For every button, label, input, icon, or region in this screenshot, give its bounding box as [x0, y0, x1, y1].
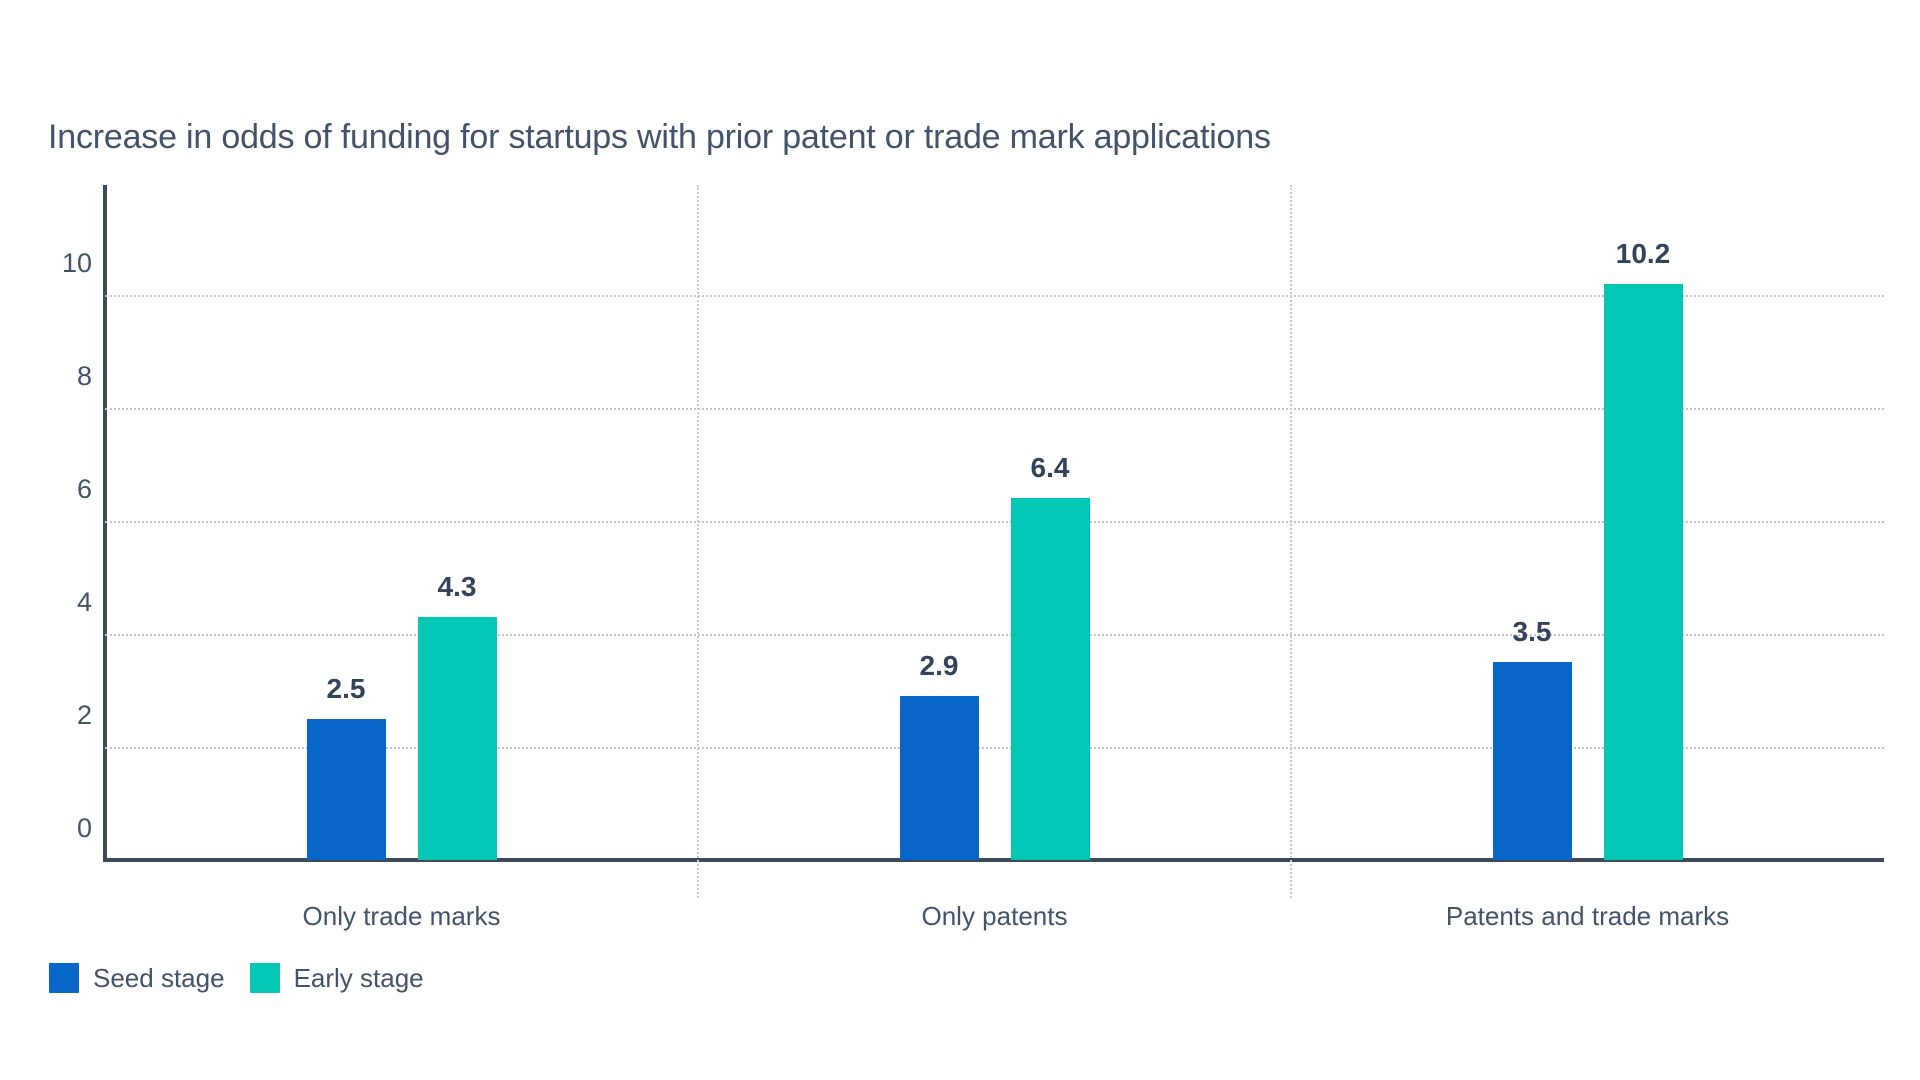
legend-item-early-stage[interactable]: Early stage	[249, 963, 424, 993]
h-gridline-10	[105, 295, 1884, 297]
y-axis-line	[103, 185, 107, 862]
bar-value-label-early-stage-only-patents: 6.4	[1030, 452, 1070, 483]
legend-label-seed-stage: Seed stage	[93, 963, 225, 993]
x-axis-category-label-only-patents: Only patents	[921, 901, 1068, 931]
y-axis-tick-label-4: 4	[76, 587, 92, 617]
y-axis-tick-label-10: 10	[61, 248, 92, 278]
y-axis-tick-label-0: 0	[76, 813, 92, 843]
y-axis-tick-label-6: 6	[76, 474, 92, 504]
chart-title: Increase in odds of funding for startups…	[48, 118, 1271, 156]
bar-seed-stage-only-trade-marks[interactable]	[306, 719, 386, 860]
h-gridline-2	[105, 747, 1884, 749]
legend-item-seed-stage[interactable]: Seed stage	[49, 963, 225, 993]
y-axis-tick-label-8: 8	[76, 361, 92, 391]
bar-value-label-seed-stage-only-trade-marks: 2.5	[326, 673, 366, 704]
bar-value-label-seed-stage-patents-and-trade-marks: 3.5	[1512, 616, 1552, 647]
bar-value-label-seed-stage-only-patents: 2.9	[919, 650, 959, 681]
x-axis-category-label-only-trade-marks: Only trade marks	[302, 901, 501, 931]
bar-early-stage-only-trade-marks[interactable]	[417, 617, 497, 860]
bar-seed-stage-only-patents[interactable]	[899, 696, 979, 860]
legend-label-early-stage: Early stage	[293, 963, 424, 993]
bar-value-label-early-stage-only-trade-marks: 4.3	[437, 571, 477, 602]
y-axis-tick-label-2: 2	[76, 700, 92, 730]
h-gridline-4	[105, 634, 1884, 636]
h-gridline-6	[105, 521, 1884, 523]
bar-seed-stage-patents-and-trade-marks[interactable]	[1492, 662, 1572, 860]
x-axis-category-label-patents-and-trade-marks: Patents and trade marks	[1445, 901, 1730, 931]
legend-swatch-seed-stage	[49, 963, 79, 993]
h-gridline-8	[105, 408, 1884, 410]
legend: Seed stage Early stage	[49, 963, 424, 993]
v-gridline-1	[697, 185, 699, 898]
x-axis-line	[103, 858, 1884, 862]
bar-early-stage-patents-and-trade-marks[interactable]	[1603, 284, 1683, 860]
legend-swatch-early-stage	[249, 963, 280, 993]
v-gridline-2	[1290, 185, 1292, 898]
bar-early-stage-only-patents[interactable]	[1010, 498, 1090, 860]
bar-value-label-early-stage-patents-and-trade-marks: 10.2	[1615, 238, 1671, 269]
